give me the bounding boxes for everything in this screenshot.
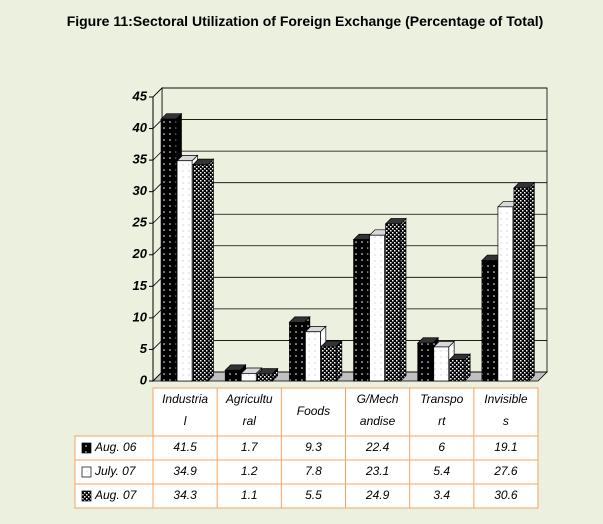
bar: [353, 239, 369, 382]
y-tick-label: 25: [132, 215, 148, 230]
bar: [433, 346, 450, 382]
category-label-line: Agricultu: [225, 392, 273, 406]
grid-line: [152, 150, 163, 161]
table-value: 23.1: [365, 464, 389, 478]
category-label-line: andise: [360, 414, 396, 428]
bar: [321, 345, 337, 382]
bar-side: [336, 340, 343, 382]
grid-line: [152, 277, 163, 287]
legend-label: Aug. 06: [94, 440, 137, 454]
table-value: 9.3: [305, 440, 322, 454]
legend-swatch: [81, 490, 92, 502]
grid-line: [152, 182, 163, 192]
legend-swatch: [81, 442, 92, 454]
table-value: 41.5: [173, 440, 197, 454]
bar: [192, 164, 209, 382]
legend-swatch: [81, 466, 92, 478]
table-value: 5.4: [433, 464, 450, 478]
table-value: 24.9: [365, 488, 390, 502]
category-label-line: ral: [243, 414, 257, 428]
table-value: 27.6: [493, 464, 518, 478]
category-label: G/Mech andise: [357, 392, 399, 428]
bar: [256, 373, 273, 382]
bar: [417, 342, 434, 382]
category-label: Agricultu ral: [225, 392, 273, 428]
table-value: 22.4: [365, 440, 390, 454]
category-label-line: G/Mech: [357, 392, 399, 406]
bar: [481, 260, 498, 382]
bar: [160, 118, 177, 382]
y-tick-label: 10: [133, 309, 148, 324]
bar: [513, 187, 530, 382]
y-tick-label: 35: [133, 152, 148, 167]
bar: [224, 369, 241, 382]
grid-line: [152, 340, 163, 350]
grid-line: [152, 119, 163, 129]
bar: [176, 160, 193, 382]
bar: [240, 373, 257, 382]
bar: [289, 321, 305, 382]
grid-line: [152, 371, 163, 382]
table-value: 30.6: [494, 488, 518, 502]
category-label-line: Industria: [162, 392, 208, 406]
category-label-line: s: [503, 414, 509, 428]
bar: [369, 234, 385, 382]
y-tick-label: 40: [132, 120, 148, 135]
side-wall: [152, 87, 163, 382]
table-value: 19.1: [494, 440, 517, 454]
table-value: 34.3: [173, 488, 197, 502]
grid-line: [152, 245, 163, 256]
y-tick-label: 20: [132, 246, 148, 261]
table-value: 6: [438, 440, 445, 454]
y-tick-label: 15: [133, 278, 148, 293]
category-label: Industria l: [162, 392, 208, 428]
y-tick-label: 30: [133, 183, 148, 198]
chart-title: Figure 11:Sectoral Utilization of Foreig…: [66, 13, 544, 29]
category-label: Transpo rt: [420, 392, 463, 428]
table-value: 3.4: [433, 488, 450, 502]
bar-side: [400, 217, 407, 382]
table-value: 7.8: [305, 464, 322, 478]
bar: [449, 359, 466, 382]
category-label-line: Invisible: [484, 392, 528, 406]
bar-side: [207, 158, 214, 382]
table-value: 5.5: [305, 488, 322, 502]
y-tick-label: 5: [140, 341, 148, 356]
bar: [385, 223, 401, 382]
legend-label: Aug. 07: [94, 488, 138, 502]
table-value: 1.2: [241, 464, 258, 478]
table-body: [74, 435, 539, 509]
grid-line: [152, 87, 163, 98]
category-label-line: Transpo: [420, 392, 463, 406]
y-tick-label: 0: [140, 372, 148, 387]
table-value: 1.1: [241, 488, 258, 502]
table-value: 1.7: [241, 440, 259, 454]
bar: [497, 206, 514, 382]
table-value: 34.9: [173, 464, 197, 478]
category-label: Invisible s: [484, 392, 528, 428]
bar: [305, 331, 321, 382]
bar-side: [528, 181, 535, 382]
category-label-line: l: [184, 414, 187, 428]
category-label-line: rt: [438, 414, 446, 428]
y-tick-label: 45: [132, 88, 148, 103]
grid-line: [152, 213, 163, 224]
legend-label: July. 07: [94, 464, 137, 478]
category-label: Foods: [297, 404, 330, 418]
grid-line: [152, 308, 163, 319]
category-label-line: Foods: [297, 404, 330, 418]
